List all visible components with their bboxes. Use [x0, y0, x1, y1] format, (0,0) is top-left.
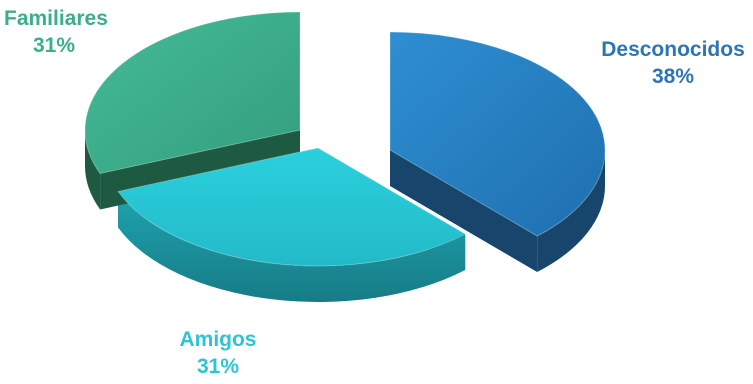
pie-slice-amigos-rim-0	[118, 191, 466, 302]
pie-slice-amigos	[117, 147, 467, 267]
pie-slice-desconocidos-rim-0	[537, 150, 605, 273]
label-desconocidos-value: 38%	[651, 65, 695, 88]
pie-slice-desconocidos	[389, 31, 606, 237]
label-amigos-value: 31%	[196, 355, 240, 378]
label-familiares: Familiares 31%	[4, 5, 108, 59]
label-familiares-name: Familiares	[4, 7, 108, 30]
pie-slice-desconocidos-face-1	[390, 150, 538, 273]
label-amigos-name: Amigos	[179, 328, 257, 351]
label-familiares-value: 31%	[32, 34, 76, 57]
pie-slice-familiares	[84, 11, 301, 174]
label-amigos: Amigos 31%	[168, 326, 268, 380]
pie-slice-familiares-rim-0	[85, 130, 101, 210]
label-desconocidos-name: Desconocidos	[601, 38, 745, 61]
label-desconocidos: Desconocidos 38%	[593, 36, 753, 90]
